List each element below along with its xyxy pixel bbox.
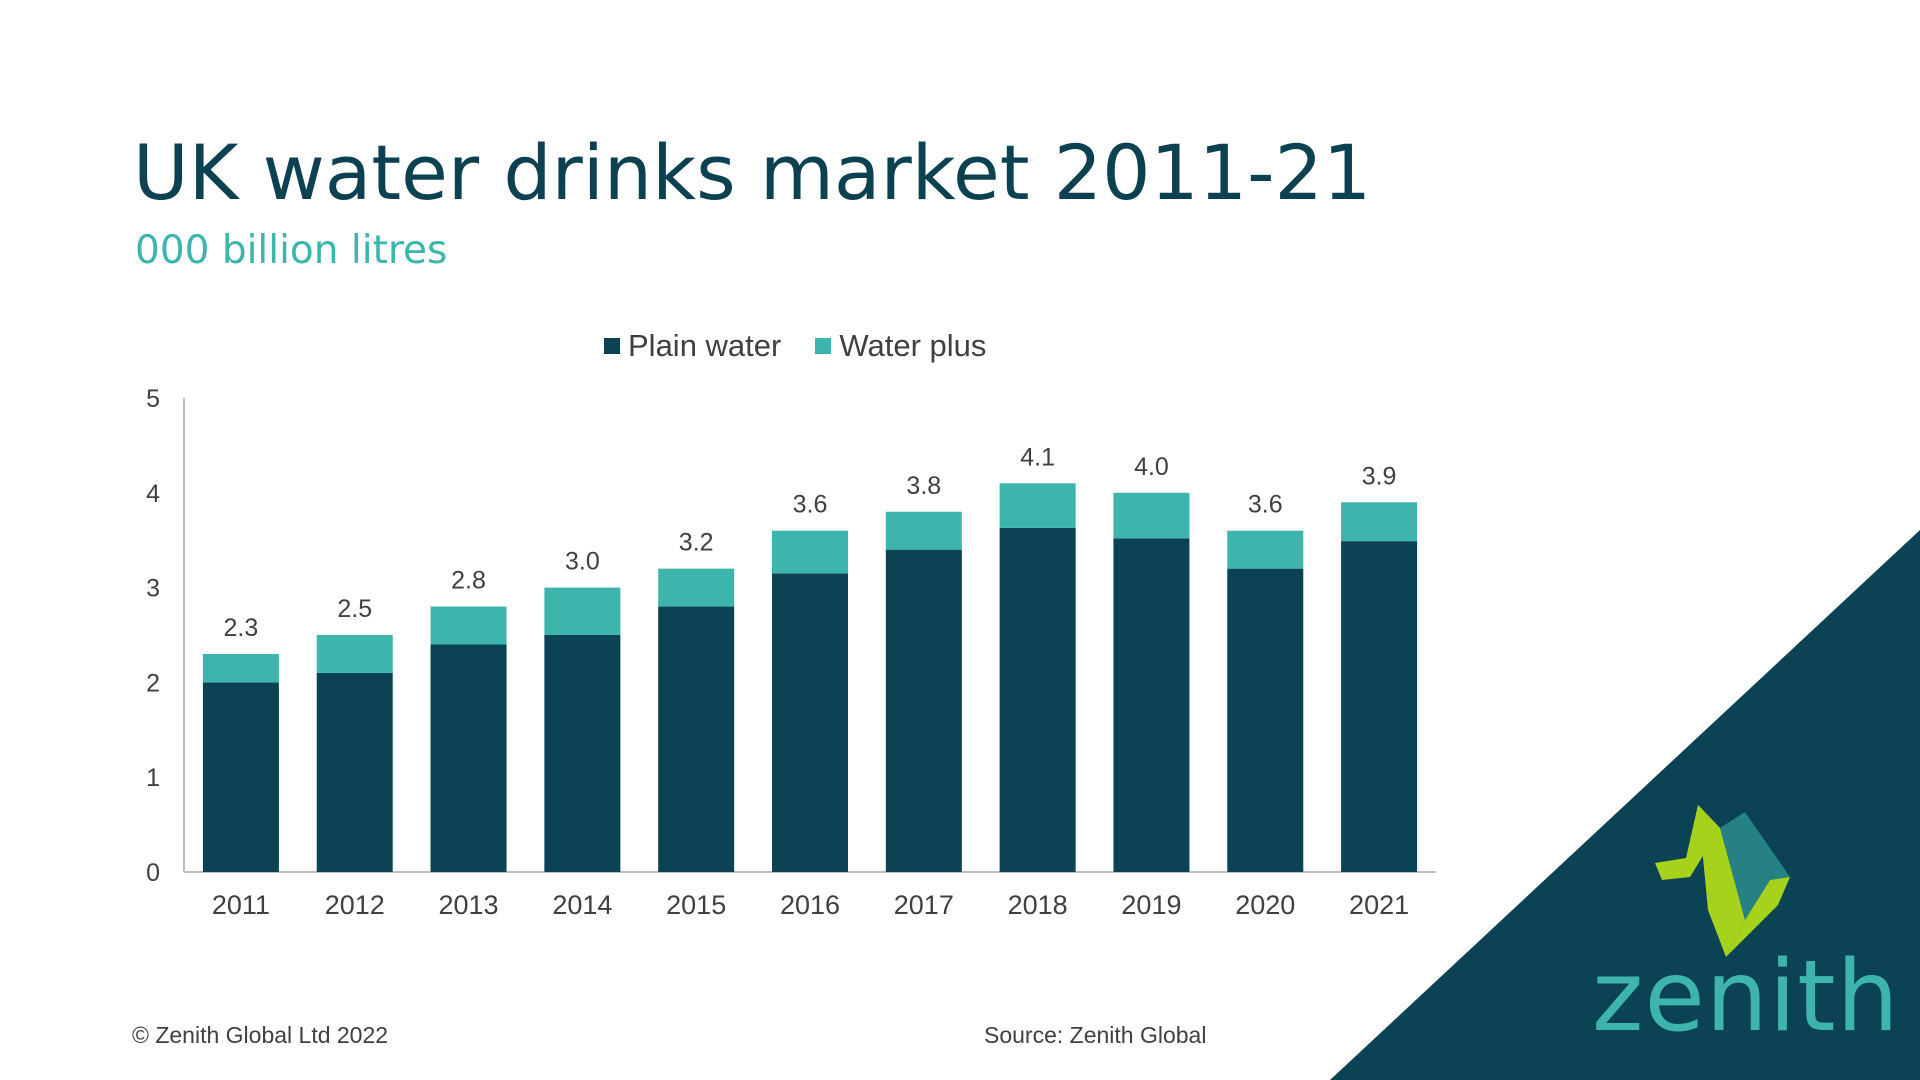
x-tick-label: 2019 [1121, 890, 1181, 920]
bar-plain-water [1341, 541, 1418, 872]
x-tick-label: 2013 [439, 890, 499, 920]
bar-plain-water [772, 573, 848, 872]
legend-item-water-plus: Water plus [815, 328, 986, 364]
total-data-label: 2.5 [337, 595, 372, 623]
bar-water-plus [430, 606, 507, 645]
bar-water-plus [202, 653, 279, 683]
x-tick-label: 2021 [1349, 890, 1409, 920]
zenith-logo-text: zenith [1592, 940, 1900, 1054]
x-tick-label: 2015 [666, 890, 726, 920]
total-data-label: 3.6 [1248, 491, 1283, 519]
bar-plain-water [885, 549, 962, 872]
zenith-logo-mark [1655, 805, 1790, 957]
bar-water-plus [544, 587, 621, 635]
chart-legend: Plain water Water plus [604, 328, 986, 364]
legend-label-plain-water: Plain water [628, 328, 782, 363]
y-tick-label: 3 [146, 575, 160, 603]
bar-plain-water [316, 672, 393, 872]
bar-plain-water [999, 527, 1076, 872]
bar-plain-water [544, 635, 621, 872]
legend-swatch-water-plus [815, 338, 832, 354]
y-tick-label: 1 [146, 764, 160, 792]
bar-water-plus [1227, 530, 1304, 569]
total-data-label: 3.2 [679, 529, 714, 557]
total-data-label: 2.3 [224, 614, 259, 642]
bar-water-plus [772, 530, 848, 574]
y-tick-label: 5 [146, 385, 160, 413]
total-data-label: 3.9 [1362, 462, 1397, 490]
legend-label-water-plus: Water plus [839, 328, 987, 363]
legend-item-plain-water: Plain water [604, 328, 781, 364]
page-subtitle: 000 billion litres [135, 228, 448, 273]
total-data-label: 3.6 [793, 491, 828, 519]
legend-swatch-plain-water [604, 338, 620, 354]
y-tick-label: 0 [146, 859, 160, 887]
bar-plain-water [1113, 538, 1190, 872]
total-data-label: 2.8 [451, 567, 486, 595]
x-tick-label: 2018 [1008, 890, 1068, 920]
bar-plain-water [430, 644, 507, 872]
total-data-label: 4.1 [1020, 443, 1055, 471]
source-text: Source: Zenith Global [984, 1022, 1207, 1048]
bar-water-plus [885, 511, 962, 550]
bar-water-plus [1341, 502, 1418, 542]
bar-water-plus [658, 568, 735, 607]
bar-plain-water [658, 606, 735, 872]
bar-water-plus [999, 483, 1076, 528]
x-tick-label: 2014 [552, 890, 612, 920]
total-data-label: 3.0 [565, 548, 600, 576]
bar-water-plus [316, 635, 393, 673]
x-tick-label: 2016 [780, 890, 840, 920]
page-title: UK water drinks market 2011-21 [133, 128, 1372, 217]
copyright-text: © Zenith Global Ltd 2022 [132, 1022, 389, 1048]
y-tick-label: 4 [146, 480, 160, 508]
bar-plain-water [202, 682, 279, 872]
x-tick-label: 2012 [325, 890, 385, 920]
bar-plain-water [1227, 568, 1304, 872]
x-tick-label: 2020 [1235, 890, 1295, 920]
x-tick-label: 2011 [212, 890, 270, 920]
bar-water-plus [1113, 492, 1190, 539]
x-tick-label: 2017 [894, 890, 954, 920]
total-data-label: 3.8 [906, 472, 941, 500]
total-data-label: 4.0 [1134, 453, 1169, 481]
y-tick-label: 2 [146, 669, 160, 697]
